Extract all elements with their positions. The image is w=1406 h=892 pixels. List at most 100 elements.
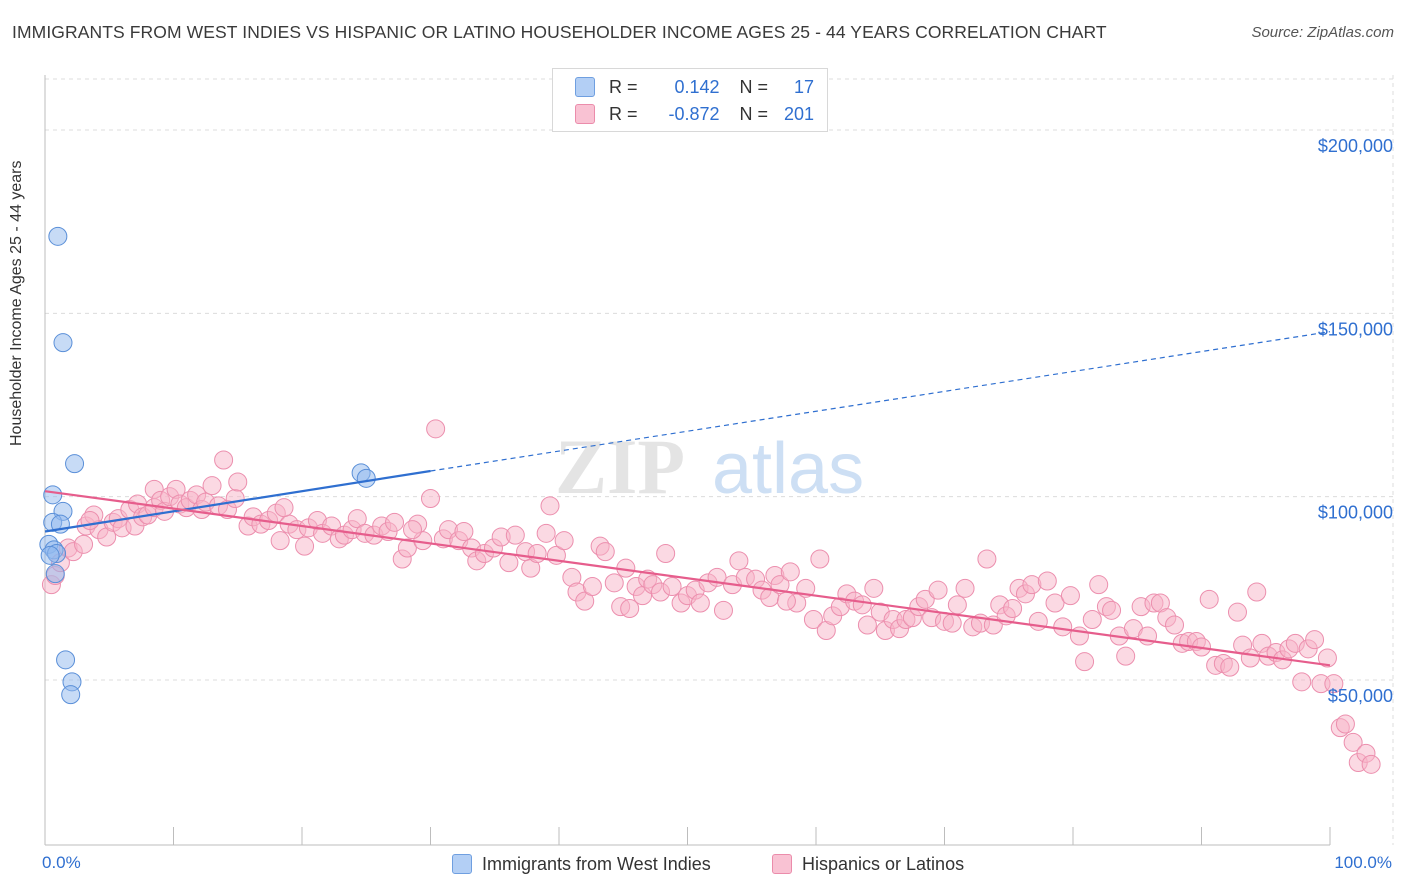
data-point <box>48 226 68 246</box>
data-point <box>1116 646 1136 666</box>
watermark-atlas: atlas <box>712 429 864 509</box>
data-point <box>928 580 948 600</box>
legend-item-hispanics: Hispanics or Latinos <box>772 852 964 876</box>
data-point <box>1335 714 1355 734</box>
data-point <box>65 454 85 474</box>
y-axis-label: Householder Income Ages 25 - 44 years <box>8 160 25 447</box>
data-point <box>74 534 94 554</box>
data-point <box>852 595 872 615</box>
data-point <box>421 489 440 508</box>
data-point <box>864 578 884 598</box>
data-point <box>575 591 595 611</box>
data-point <box>274 498 294 518</box>
legend-row-west-indies: R = 0.142 N = 17 <box>575 76 814 98</box>
r-value: 0.142 <box>674 76 720 97</box>
data-point <box>225 489 245 508</box>
data-point <box>356 468 376 488</box>
trend-line <box>44 469 431 533</box>
source-credit: Source: ZipAtlas.com <box>1251 24 1394 41</box>
data-point <box>803 610 823 629</box>
series-hispanics-points <box>41 419 1381 774</box>
data-point <box>1227 602 1247 622</box>
watermark-zip: ZIP <box>555 423 685 510</box>
data-point <box>780 562 800 582</box>
data-point <box>1003 599 1023 618</box>
data-point <box>80 511 100 530</box>
legend-item-west-indies: Immigrants from West Indies <box>452 852 711 876</box>
data-point <box>1220 657 1240 677</box>
n-label: N = <box>739 103 769 124</box>
data-point <box>536 523 556 543</box>
n-label: N = <box>739 76 769 97</box>
data-point <box>1343 732 1363 752</box>
data-point <box>554 531 574 551</box>
data-point <box>295 536 315 556</box>
data-point <box>1102 600 1122 620</box>
data-point <box>540 496 560 516</box>
data-point <box>1305 630 1325 650</box>
axes <box>44 75 1331 846</box>
data-point <box>43 485 63 505</box>
data-point <box>582 577 602 596</box>
data-point <box>40 545 60 565</box>
series-west-indies-points <box>39 226 376 705</box>
data-point <box>1060 586 1080 606</box>
y-tick-label: $150,000 <box>1318 319 1393 339</box>
data-point <box>1317 648 1337 668</box>
data-point <box>1240 648 1260 668</box>
correlation-legend: R = 0.142 N = 17 R = -0.872 N = 201 <box>552 68 828 132</box>
data-point <box>595 542 615 562</box>
data-point <box>454 522 474 541</box>
y-tick-labels: $50,000 $100,000 $150,000 $200,000 <box>1318 136 1393 706</box>
data-point <box>1165 615 1185 635</box>
legend-row-hispanics: R = -0.872 N = 201 <box>575 103 814 125</box>
y-tick-label: $50,000 <box>1328 686 1393 706</box>
data-point <box>729 551 749 571</box>
legend-label: Hispanics or Latinos <box>802 853 965 874</box>
data-point <box>214 450 234 470</box>
west-indies-swatch <box>452 854 472 874</box>
data-point <box>857 615 877 635</box>
data-point <box>53 333 73 353</box>
data-point <box>1324 674 1344 694</box>
data-point <box>397 538 417 558</box>
data-point <box>228 472 248 492</box>
data-point <box>403 520 423 540</box>
r-label: R = <box>609 76 638 97</box>
x-tick-max: 100.0% <box>1334 853 1392 872</box>
data-point <box>505 525 525 545</box>
chart-title: IMMIGRANTS FROM WEST INDIES VS HISPANIC … <box>12 22 1107 42</box>
data-point <box>942 613 962 633</box>
data-point <box>947 595 967 615</box>
data-point <box>810 549 830 569</box>
data-point <box>270 531 290 551</box>
hispanics-swatch <box>575 104 595 124</box>
data-point <box>385 512 405 532</box>
n-value: 201 <box>783 103 815 124</box>
data-point <box>45 564 65 584</box>
y-tick-label: $100,000 <box>1318 503 1393 523</box>
data-point <box>690 593 710 613</box>
y-tick-label: $200,000 <box>1318 136 1393 156</box>
data-point <box>1082 610 1102 629</box>
r-label: R = <box>609 103 638 124</box>
data-point <box>977 549 997 569</box>
trend-line-extrapolated <box>430 331 1331 472</box>
data-point <box>1361 754 1381 774</box>
data-point <box>1089 575 1109 595</box>
data-point <box>662 577 682 596</box>
data-point <box>604 573 624 593</box>
data-point <box>620 599 640 618</box>
trend-lines <box>44 331 1331 667</box>
data-point <box>1292 672 1312 692</box>
data-point <box>713 600 733 620</box>
data-point <box>1045 593 1065 613</box>
data-point <box>61 685 81 705</box>
r-value: -0.872 <box>668 103 720 124</box>
data-point <box>776 591 796 611</box>
data-point <box>426 419 446 439</box>
data-point <box>1075 652 1095 672</box>
data-point <box>1053 617 1073 637</box>
data-point <box>202 476 222 496</box>
